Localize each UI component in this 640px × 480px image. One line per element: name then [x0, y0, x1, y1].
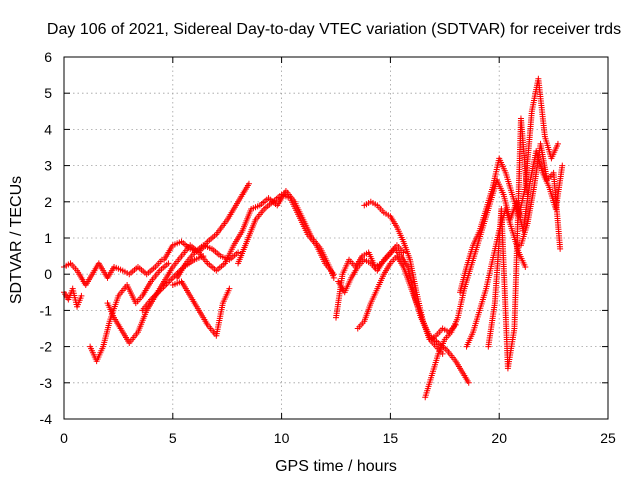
data-point [165, 260, 172, 267]
data-point [226, 285, 233, 292]
y-tick-label: -2 [40, 339, 53, 355]
y-tick-label: -4 [40, 411, 53, 427]
y-tick-label: 6 [44, 49, 52, 65]
data-point [524, 191, 531, 198]
data-point [465, 379, 472, 386]
x-tick-label: 20 [491, 430, 507, 446]
y-tick-label: 1 [44, 230, 52, 246]
data-marks [61, 75, 566, 401]
x-axis-label: GPS time / hours [275, 458, 397, 475]
ticks-layer: 0 5 10 15 20 25 -4 -3 -2 -1 0 1 2 3 4 5 6 [40, 49, 616, 446]
x-tick-label: 10 [274, 430, 290, 446]
data-point [78, 292, 85, 299]
y-tick-label: -1 [40, 302, 53, 318]
data-point [557, 245, 564, 252]
data-point [522, 263, 529, 270]
data-point [245, 180, 252, 187]
data-point [400, 249, 407, 256]
data-point [235, 249, 242, 256]
x-tick-label: 0 [60, 430, 68, 446]
y-tick-label: 0 [44, 266, 52, 282]
y-tick-label: 2 [44, 194, 52, 210]
y-axis-label: SDTVAR / TECUs [8, 176, 25, 304]
x-tick-label: 15 [383, 430, 399, 446]
x-tick-label: 25 [600, 430, 616, 446]
y-tick-label: -3 [40, 375, 53, 391]
chart-title: Day 106 of 2021, Sidereal Day-to-day VTE… [47, 21, 621, 38]
data-point [330, 271, 337, 278]
x-tick-label: 5 [169, 430, 177, 446]
data-point [554, 140, 561, 147]
y-tick-label: 4 [44, 121, 52, 137]
data-point [559, 162, 566, 169]
y-tick-label: 3 [44, 158, 52, 174]
y-tick-label: 5 [44, 85, 52, 101]
